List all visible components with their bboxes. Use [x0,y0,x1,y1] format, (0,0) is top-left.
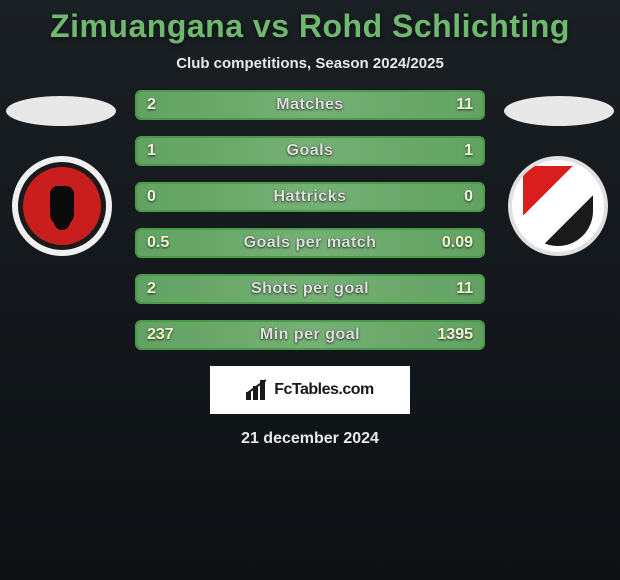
stat-value-right: 11 [456,96,473,114]
watermark: FcTables.com [210,366,410,414]
stats-container: 2Matches11 1Goals1 0Hattricks0 0.5Goals per… [135,90,485,350]
stat-row: 2Matches11 [135,90,485,120]
subtitle: Club competitions, Season 2024/2025 [0,55,620,72]
player-photo-left [6,96,116,126]
stat-value-right: 0 [464,188,473,206]
stat-row: 1Goals1 [135,136,485,166]
stat-value-right: 0.09 [442,234,473,252]
stat-value-left: 2 [147,96,156,114]
stat-value-right: 11 [456,280,473,298]
comparison-content: 2Matches11 1Goals1 0Hattricks0 0.5Goals per… [0,90,620,448]
stat-row: 237Min per goal1395 [135,320,485,350]
page-title: Zimuangana vs Rohd Schlichting [0,0,620,45]
stat-row: 0Hattricks0 [135,182,485,212]
player-photo-right [504,96,614,126]
stat-row: 2Shots per goal11 [135,274,485,304]
stat-value-left: 237 [147,326,174,344]
stat-value-right: 1395 [437,326,473,344]
club-badge-left [12,156,112,256]
stat-value-left: 0.5 [147,234,169,252]
stat-row: 0.5Goals per match0.09 [135,228,485,258]
club-badge-right [508,156,608,256]
stat-value-left: 1 [147,142,156,160]
stat-value-left: 2 [147,280,156,298]
stat-value-right: 1 [464,142,473,160]
chart-icon [246,380,268,400]
stat-value-left: 0 [147,188,156,206]
date-label: 21 december 2024 [0,430,620,448]
watermark-text: FcTables.com [274,381,374,399]
